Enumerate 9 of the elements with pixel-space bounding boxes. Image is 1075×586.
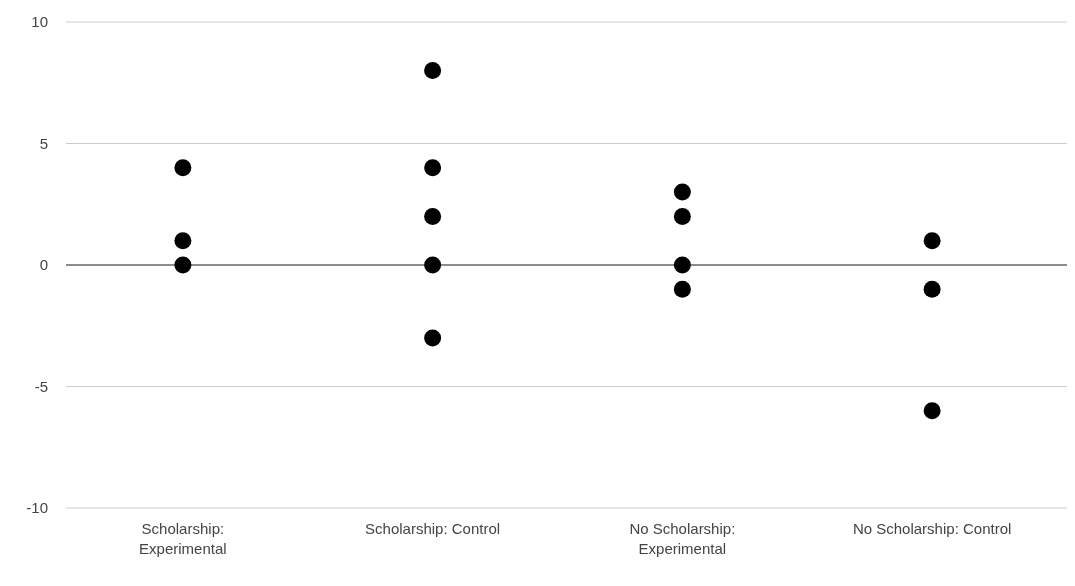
x-tick-label: No Scholarship: Experimental [629,520,736,557]
x-tick-label: No Scholarship: Control [852,520,1012,537]
y-tick-label: 0 [39,256,48,274]
y-tick-label: -5 [34,377,48,395]
y-tick-label: 5 [39,134,48,152]
y-tick-label: -10 [26,499,48,517]
y-tick-label: 10 [31,13,48,31]
x-tick-label: Scholarship: Experimental [139,520,227,557]
x-tick-label: Scholarship: Control [365,520,501,537]
